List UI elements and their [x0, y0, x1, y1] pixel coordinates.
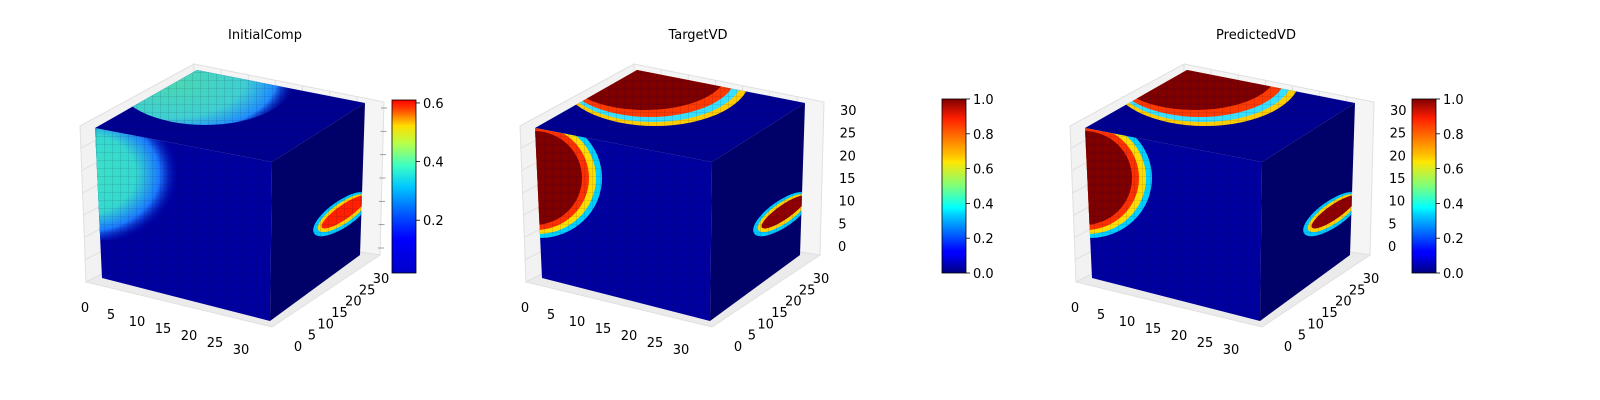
colorbar-tick-label: 0.4 — [1443, 197, 1464, 212]
z-tick-label: 15 — [839, 172, 856, 187]
z-tick-label: 15 — [1389, 172, 1406, 187]
x-tick-label: 15 — [155, 322, 172, 337]
voxel-grid-top — [1085, 70, 1355, 162]
colorbar-tick-label: 0.8 — [973, 128, 994, 143]
z-tick-label: 10 — [839, 195, 856, 210]
x-tick-label: 20 — [181, 329, 198, 344]
x-tick-label: 30 — [233, 343, 250, 358]
y-tick-label: 15 — [331, 306, 348, 321]
y-tick-label: 0 — [734, 340, 742, 355]
y-tick-label: 0 — [294, 340, 302, 355]
z-tick-label: 0 — [1388, 240, 1396, 255]
y-tick-label: 30 — [1363, 272, 1380, 287]
z-tick-label: 0 — [838, 240, 846, 255]
voxel-grid-front — [535, 128, 712, 321]
colorbar-gradient — [941, 98, 967, 274]
z-tick-label: 5 — [1388, 217, 1396, 232]
y-tick-label: 20 — [1335, 295, 1352, 310]
colorbar: 0.2 0.4 0.6 — [391, 97, 444, 274]
y-tick-label: 5 — [1298, 329, 1306, 344]
colorbar-tick-label: 1.0 — [973, 93, 994, 108]
y-tick-label: 10 — [317, 317, 334, 332]
colorbar-tick-label: 0.2 — [973, 232, 994, 247]
x-tick-label: 30 — [673, 343, 690, 358]
x-tick-label: 5 — [1097, 308, 1105, 323]
colorbar-gradient — [391, 99, 417, 274]
x-tick-label: 0 — [521, 301, 529, 316]
z-tick-label: 5 — [838, 217, 846, 232]
z-tick-label: 20 — [839, 149, 856, 164]
x-tick-label: 15 — [595, 322, 612, 337]
voxel-grid-right — [710, 103, 805, 321]
subplot-title: PredictedVD — [1216, 28, 1296, 43]
voxel-grid-front — [1085, 128, 1262, 321]
voxel-grid-top — [535, 70, 805, 162]
colorbar: 0.0 0.2 0.4 0.6 0.8 1.0 — [1411, 93, 1464, 282]
x-tick-label: 25 — [647, 336, 664, 351]
colorbar-tick-label: 0.2 — [423, 214, 444, 229]
x-tick-label: 10 — [1119, 315, 1136, 330]
colorbar-tick-label: 0.6 — [423, 97, 444, 112]
voxel-cube — [95, 70, 365, 321]
x-tick-label: 25 — [1197, 336, 1214, 351]
voxel-grid-right — [1260, 103, 1355, 321]
x-tick-label: 20 — [621, 329, 638, 344]
colorbar-tick-label: 1.0 — [1443, 93, 1464, 108]
x-tick-label: 20 — [1171, 329, 1188, 344]
colorbar-tick-label: 0.6 — [1443, 163, 1464, 178]
y-tick-label: 5 — [308, 329, 316, 344]
colorbar-tick-label: 0.6 — [973, 163, 994, 178]
y-tick-label: 10 — [1307, 317, 1324, 332]
subplot-title: TargetVD — [667, 28, 727, 43]
x-tick-label: 10 — [569, 315, 586, 330]
x-tick-label: 5 — [107, 308, 115, 323]
z-tick-label: 10 — [1389, 195, 1406, 210]
x-tick-label: 30 — [1223, 343, 1240, 358]
y-tick-label: 10 — [757, 317, 774, 332]
z-tick-label: 25 — [840, 127, 857, 142]
z-tick-label: 30 — [1390, 104, 1407, 119]
z-tick-label: 30 — [840, 104, 857, 119]
y-tick-label: 25 — [359, 283, 376, 298]
colorbar-tick-label: 0.4 — [423, 156, 444, 171]
z-tick-label: 25 — [1390, 127, 1407, 142]
y-tick-label: 15 — [1321, 306, 1338, 321]
y-tick-label: 20 — [785, 295, 802, 310]
voxel-grid-top — [95, 70, 365, 162]
y-tick-label: 30 — [813, 272, 830, 287]
x-tick-label: 0 — [81, 301, 89, 316]
z-tick-label: 20 — [1389, 149, 1406, 164]
voxel-cube — [1085, 70, 1355, 321]
voxel-grid-right — [270, 103, 365, 321]
x-tick-label: 10 — [129, 315, 146, 330]
x-tick-label: 0 — [1071, 301, 1079, 316]
colorbar: 0.0 0.2 0.4 0.6 0.8 1.0 — [941, 93, 994, 282]
colorbar-tick-label: 0.0 — [973, 267, 994, 282]
x-tick-label: 5 — [547, 308, 555, 323]
subplot-title: InitialComp — [228, 28, 302, 43]
colorbar-tick-label: 0.2 — [1443, 232, 1464, 247]
colorbar-tick-label: 0.8 — [1443, 128, 1464, 143]
y-tick-label: 15 — [771, 306, 788, 321]
x-tick-label: 15 — [1145, 322, 1162, 337]
voxel-cube — [535, 70, 805, 321]
voxel-grid-front — [95, 128, 272, 321]
colorbar-tick-label: 0.4 — [973, 197, 994, 212]
y-tick-label: 20 — [345, 295, 362, 310]
y-tick-label: 0 — [1284, 340, 1292, 355]
colorbar-gradient — [1411, 98, 1437, 274]
y-tick-label: 25 — [799, 283, 816, 298]
y-tick-label: 5 — [748, 329, 756, 344]
y-tick-label: 25 — [1349, 283, 1366, 298]
x-tick-label: 25 — [207, 336, 224, 351]
colorbar-tick-label: 0.0 — [1443, 267, 1464, 282]
y-tick-label: 30 — [373, 272, 390, 287]
